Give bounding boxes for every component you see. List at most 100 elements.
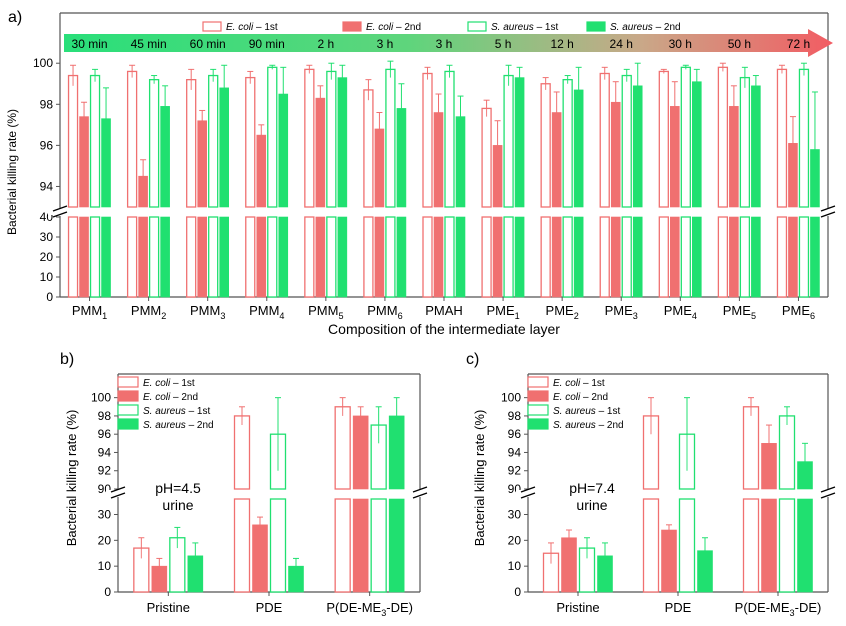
- panel-a-bar-s2-c6: [444, 70, 455, 208]
- panel-a-legend-swatch-1: [342, 21, 362, 32]
- panel-a-time-label-6: 3 h: [436, 37, 453, 51]
- panel-a-bar-s2-c2: [208, 74, 219, 208]
- panel-a-time-label-2: 60 min: [190, 37, 226, 51]
- panel-a-bar-s2-c0-lower: [89, 216, 101, 298]
- panel-a-category-label: PME3: [605, 303, 638, 321]
- panel-c-break-gap: [516, 490, 840, 496]
- panel-c-bar-s0-c1-lower: [642, 498, 660, 593]
- panel-a-bar-s2-c1-lower: [148, 216, 160, 298]
- panel-a-bar-s2-c4: [326, 70, 337, 208]
- panel-a-bar-s2-c12-lower: [798, 216, 810, 298]
- panel-a-bar-s0-c6: [422, 72, 433, 208]
- panel-a-time-arrow: [64, 29, 833, 57]
- panel-a-bar-s2-c7-lower: [503, 216, 514, 298]
- panel-c-legend-swatch-1: [527, 390, 549, 402]
- panel-a-bar-s0-c4: [304, 68, 315, 208]
- panel-b-ytick-label: 100: [91, 391, 111, 405]
- panel-a-legend-swatch-0: [202, 21, 222, 32]
- panel-a-category-label: PME6: [782, 303, 815, 321]
- panel-c-break-mark: [820, 492, 836, 499]
- panel-a-bar-s0-c10: [658, 70, 669, 208]
- panel-a-bar-s1-c7-lower: [492, 216, 503, 298]
- panel-b-legend-swatch-2: [117, 404, 139, 416]
- panel-b-break-gap: [106, 490, 432, 496]
- panel-a-bar-s0-c11-lower: [717, 216, 729, 298]
- panel-a-bar-s3-c2-lower: [219, 216, 229, 298]
- panel-a-legend-entry-0: E. coli – 1st: [226, 22, 278, 33]
- panel-a-bar-s2-c0: [89, 74, 101, 208]
- panel-a-category-label: PMAH: [425, 303, 463, 318]
- panel-c-ytick-label: 92: [508, 464, 522, 478]
- panel-c-legend-entry-1: E. coli – 2nd: [553, 392, 608, 403]
- panel-c-legend-entry-0: E. coli – 1st: [553, 378, 605, 389]
- panel-a-bar-s0-c12-lower: [776, 216, 788, 298]
- panel-a-bar-s2-c11-lower: [739, 216, 751, 298]
- panel-c-category-label: PDE: [665, 600, 692, 615]
- panel-a-bar-s1-c0-lower: [79, 216, 89, 298]
- panel-a-break-mark: [52, 205, 68, 212]
- panel-b-break-mark: [412, 486, 428, 493]
- panel-a-bar-s1-c12-lower: [788, 216, 798, 298]
- panel-a-bar-s2-c5-lower: [385, 216, 396, 298]
- panel-a-ytick-label: 100: [33, 56, 53, 70]
- panel-a-legend-swatch-3: [586, 21, 606, 32]
- panel-a-bar-s2-c10: [680, 66, 691, 208]
- panel-a-bar-s0-c0: [67, 74, 79, 208]
- panel-a-bar-s0-c5: [363, 89, 374, 208]
- panel-c-ytick-label: 94: [508, 445, 522, 459]
- panel-a-bar-s3-c3-lower: [278, 216, 289, 298]
- panel-a-bar-s1-c8-lower: [551, 216, 562, 298]
- panel-b-legend-swatch-1: [117, 390, 139, 402]
- panel-c-category-label: Pristine: [556, 600, 599, 615]
- panel-a-ytick-label: 98: [40, 97, 54, 111]
- panel-a-break-gap: [48, 209, 840, 215]
- panel-a-bar-s2-c9-lower: [621, 216, 632, 298]
- panel-a-category-label: PME2: [546, 303, 579, 321]
- panel-a-category-label: PMM1: [72, 303, 107, 321]
- panel-b-annotation-line-1: urine: [162, 497, 193, 513]
- panel-b-ytick-label: 10: [98, 559, 112, 573]
- panel-a-category-label: PME1: [486, 303, 519, 321]
- panel-a-legend-entry-2: S. aureus – 1st: [491, 22, 558, 33]
- panel-b-ytick-label: 20: [98, 533, 112, 547]
- panel-a-bar-s3-c12-lower: [810, 216, 820, 298]
- panel-a-bar-s0-c1-lower: [126, 216, 138, 298]
- panel-a-bar-s3-c1-lower: [160, 216, 170, 298]
- panel-b-bar-s3-c2-lower: [388, 498, 405, 593]
- panel-a-bar-s2-c6-lower: [444, 216, 455, 298]
- panel-c-bar-s3-c2-lower: [797, 498, 813, 593]
- panel-a-bar-s0-c9-lower: [599, 216, 610, 298]
- panel-c-bar-s2-c2: [778, 415, 796, 490]
- panel-a-bar-s3-c10: [692, 81, 702, 208]
- panel-a-bar-s2-c10-lower: [680, 216, 691, 298]
- panel-c-category-label: P(DE-ME3-DE): [735, 600, 822, 618]
- panel-b-legend-swatch-0: [117, 376, 139, 388]
- panel-a-bar-s0-c9: [599, 72, 610, 208]
- panel-a-bar-s3-c9-lower: [632, 216, 643, 298]
- panel-a-bar-s0-c3: [245, 76, 256, 208]
- panel-b-bar-s2-c2-lower: [370, 498, 387, 593]
- panel-b-bar-s0-c1: [233, 415, 251, 490]
- panel-a-bar-s2-c9: [621, 74, 632, 208]
- panel-a-legend-entry-1: E. coli – 2nd: [366, 22, 421, 33]
- panel-b-break-mark: [412, 492, 428, 499]
- panel-c-break-mark: [820, 486, 836, 493]
- panel-b-ytick-label: 0: [104, 585, 111, 599]
- panel-a-time-label-7: 5 h: [495, 37, 512, 51]
- panel-a-ytick-label: 96: [40, 138, 54, 152]
- panel-b-bar-s1-c2: [352, 415, 369, 490]
- panel-a-bar-s1-c3-lower: [256, 216, 267, 298]
- panel-a-bar-s3-c10-lower: [692, 216, 702, 298]
- panel-a-ytick-label: 20: [40, 250, 54, 264]
- panel-c-ytick-label: 98: [508, 409, 522, 423]
- panel-a-x-axis-label: Composition of the intermediate layer: [328, 321, 560, 337]
- panel-a-bar-s3-c11-lower: [751, 216, 761, 298]
- panel-a-bar-s3-c7: [514, 77, 525, 208]
- panel-b-ytick-label: 92: [98, 464, 112, 478]
- panel-c-ytick-label: 10: [508, 559, 522, 573]
- panel-b-bar-s1-c1: [252, 524, 268, 593]
- panel-a-bar-s1-c9-lower: [610, 216, 621, 298]
- panel-a-y-axis-label: Bacterial killing rate (%): [5, 109, 19, 235]
- panel-c-break-mark: [520, 492, 536, 499]
